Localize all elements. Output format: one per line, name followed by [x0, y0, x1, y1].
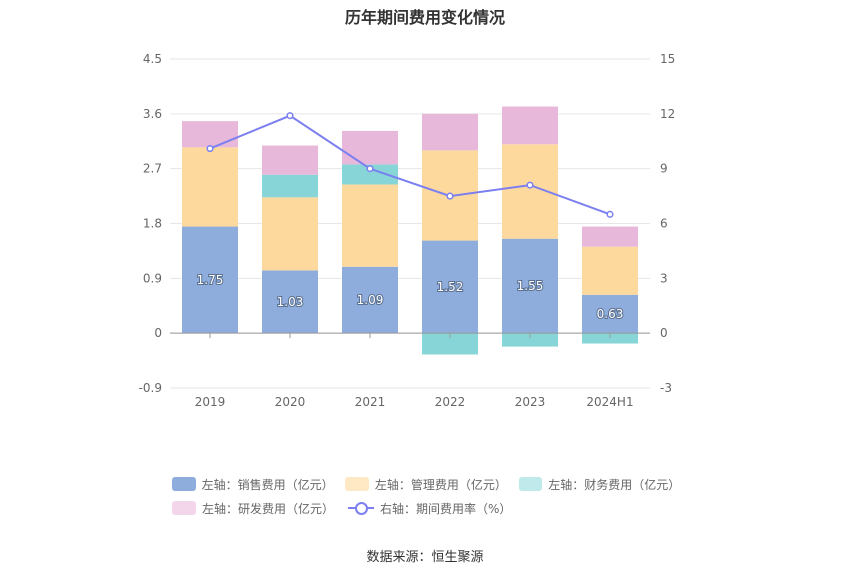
- y-right-tick-label: 9: [660, 162, 668, 176]
- legend-label-sales: 左轴：销售费用（亿元）: [201, 477, 334, 492]
- rate-point: [606, 210, 614, 218]
- y-right-tick-label: 6: [660, 217, 668, 231]
- legend-item-sales[interactable]: 左轴：销售费用（亿元）: [172, 476, 334, 493]
- source-note: 数据来源：恒生聚源: [366, 550, 484, 565]
- legend-item-rate[interactable]: 右轴：期间费用率（%）: [348, 500, 511, 517]
- legend: 左轴：销售费用（亿元） 左轴：管理费用（亿元） 左轴：财务费用（亿元） 左轴：研…: [172, 472, 692, 520]
- data-labels: 1.75 1.03 1.09 1.52 1.55 0.63: [196, 272, 625, 322]
- bar-data-label: 0.63: [597, 307, 624, 321]
- bar-data-label: 1.09: [357, 293, 384, 307]
- bar-segment: [342, 164, 398, 185]
- bar-segment: [582, 226, 638, 247]
- y-right-tick-label: 15: [660, 52, 675, 66]
- bar-segment: [342, 130, 398, 165]
- y-left-tick-label: 3.6: [143, 107, 162, 121]
- x-tick-label: 2021: [355, 395, 386, 409]
- bar-data-label: 1.03: [277, 295, 304, 309]
- bar-segment: [502, 238, 558, 334]
- legend-item-admin[interactable]: 左轴：管理费用（亿元）: [345, 476, 507, 493]
- rate-line: [209, 114, 611, 216]
- bar-segment: [342, 184, 398, 267]
- bar-segment: [262, 145, 318, 175]
- rate-point: [446, 192, 454, 200]
- bar-segment: [582, 294, 638, 334]
- rate-point: [206, 145, 214, 153]
- legend-label-rnd: 左轴：研发费用（亿元）: [202, 501, 335, 516]
- y-left-tick-label: 2.7: [143, 162, 162, 176]
- axes: 4.5 15 3.6 12 2.7 9 1.8 6 0.9 3 0 0 -0.9 -3 2019 2020 20…: [139, 52, 676, 409]
- bars: [182, 106, 638, 355]
- bar-segment: [582, 333, 638, 344]
- legend-swatch-admin: [345, 477, 369, 491]
- legend-label-rate: 右轴：期间费用率（%）: [380, 501, 512, 516]
- rate-point: [366, 165, 374, 173]
- bar-segment: [182, 147, 238, 227]
- bar-segment: [182, 121, 238, 148]
- bar-segment: [582, 246, 638, 295]
- bar-segment: [502, 333, 558, 347]
- legend-line-rate: [348, 501, 375, 515]
- y-left-tick-label: 1.8: [143, 217, 162, 231]
- x-tick-label: 2019: [195, 395, 226, 409]
- y-right-tick-label: 0: [660, 326, 668, 340]
- grid-lines: [170, 58, 650, 389]
- chart-title: 历年期间费用变化情况: [344, 8, 505, 27]
- bar-segment: [422, 333, 478, 355]
- rate-point: [286, 112, 294, 120]
- y-left-tick-label: 0.9: [143, 271, 162, 285]
- line-series: [206, 112, 614, 218]
- legend-item-rnd[interactable]: 左轴：研发费用（亿元）: [172, 500, 334, 517]
- y-right-tick-label: -3: [660, 381, 672, 395]
- bar-segment: [422, 113, 478, 151]
- y-right-tick-label: 12: [660, 107, 675, 121]
- legend-swatch-rnd: [172, 501, 196, 515]
- bar-segment: [262, 197, 318, 271]
- x-tick-label: 2020: [275, 395, 306, 409]
- bar-segment: [262, 174, 318, 198]
- bar-segment: [422, 240, 478, 334]
- legend-label-finance: 左轴：财务费用（亿元）: [548, 477, 681, 492]
- legend-swatch-sales: [172, 477, 196, 491]
- bar-data-label: 1.75: [197, 273, 224, 287]
- bar-data-label: 1.55: [517, 279, 544, 293]
- legend-item-finance[interactable]: 左轴：财务费用（亿元）: [518, 476, 681, 493]
- bar-data-label: 1.52: [437, 280, 464, 294]
- bar-segment: [342, 266, 398, 334]
- x-tick-label: 2022: [435, 395, 466, 409]
- legend-swatch-finance: [518, 477, 543, 491]
- legend-label-admin: 左轴：管理费用（亿元）: [374, 477, 507, 492]
- y-left-tick-label: 0: [154, 326, 162, 340]
- bar-segment: [502, 106, 558, 145]
- x-tick-label: 2023: [515, 395, 546, 409]
- bar-segment: [182, 226, 238, 334]
- x-tick-label: 2024H1: [586, 395, 633, 409]
- rate-point: [526, 181, 534, 189]
- y-left-tick-label: 4.5: [143, 52, 162, 66]
- bar-segment: [262, 270, 318, 334]
- y-left-tick-label: -0.9: [139, 381, 162, 395]
- y-right-tick-label: 3: [660, 271, 668, 285]
